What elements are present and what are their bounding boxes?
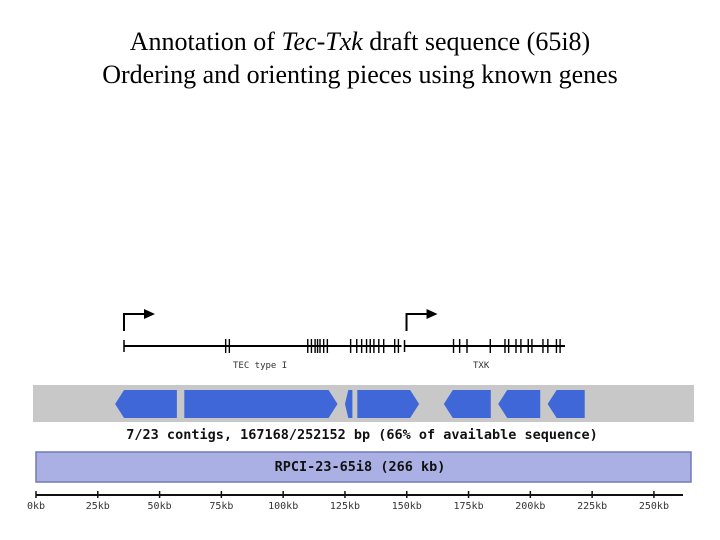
scale-tick-label: 175kb <box>453 501 483 512</box>
gene-label: TEC type I <box>233 361 287 371</box>
scale-tick-label: 225kb <box>577 501 607 512</box>
title-prefix: Annotation of <box>129 27 282 56</box>
kb-scale-axis: 0kb 25kb 50kb 75kb 100kb 125kb 150kb 175kb 200kb… <box>27 491 683 512</box>
transcription-start-arrow <box>405 313 429 331</box>
slide-title-line-2: Ordering and orienting pieces using know… <box>102 60 618 89</box>
gene-models: TEC type I TXK <box>123 309 565 371</box>
contig-block <box>547 390 585 418</box>
arrow-head <box>144 309 155 319</box>
contig-block <box>115 390 177 418</box>
scale-tick-label: 50kb <box>148 501 172 512</box>
contig-blocks <box>115 390 585 418</box>
scale-tick-label: 0kb <box>27 501 45 512</box>
gene-label: TXK <box>473 361 490 371</box>
bac-clone-label: RPCI-23-65i8 (266 kb) <box>275 459 446 475</box>
scale-tick-label: 200kb <box>515 501 545 512</box>
title-gene-name: Tec-Txk <box>281 27 363 56</box>
contig-block <box>344 390 353 418</box>
contig-block <box>184 390 338 418</box>
arrow-head <box>426 309 438 319</box>
contig-block <box>498 390 541 418</box>
gene-model: TEC type I <box>123 309 402 371</box>
contig-block <box>443 390 491 418</box>
scale-tick-label: 125kb <box>330 501 360 512</box>
scale-tick-label: 75kb <box>209 501 233 512</box>
scale-tick-label: 100kb <box>268 501 298 512</box>
contig-block <box>357 390 420 418</box>
scale-tick-label: 25kb <box>86 501 110 512</box>
contig-summary-text: 7/23 contigs, 167168/252152 bp (66% of a… <box>126 427 597 443</box>
gene-model: TXK <box>403 309 565 371</box>
scale-tick-label: 150kb <box>392 501 422 512</box>
scale-tick-label: 250kb <box>639 501 669 512</box>
slide-title-line-1: Annotation of Tec-Txk draft sequence (65… <box>0 26 720 58</box>
title-suffix: draft sequence (65i8) <box>362 27 591 56</box>
transcription-start-arrow <box>123 313 146 331</box>
bac-clone-bar <box>35 451 692 483</box>
